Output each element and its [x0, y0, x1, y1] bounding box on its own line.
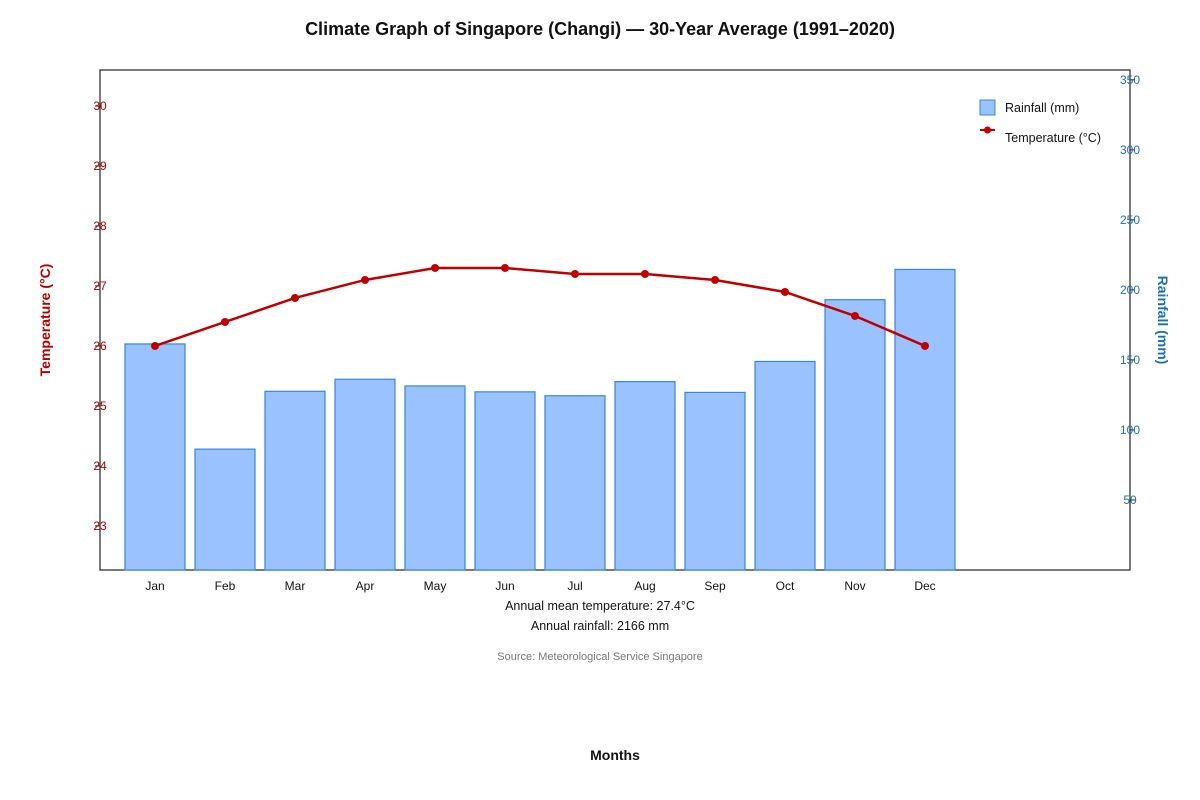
temperature-point-mar: [291, 293, 299, 302]
legend-temperature-label: Temperature (°C): [1005, 131, 1101, 145]
chart-title: Climate Graph of Singapore (Changi) — 30…: [305, 19, 895, 39]
rainfall-bar-nov: [824, 299, 886, 571]
rainfall-bar-apr: [334, 378, 396, 571]
right-tick-label: 250: [1120, 213, 1140, 227]
rainfall-bar-jul: [544, 395, 606, 571]
x-tick-label-feb: Feb: [215, 579, 236, 593]
rainfall-bars: [124, 268, 956, 571]
x-tick-label-aug: Aug: [634, 579, 655, 593]
temperature-point-apr: [361, 275, 369, 284]
left-axis-ticks: 23 24 25 26 27 28 29 30: [93, 99, 107, 533]
left-tick-label: 27: [93, 279, 107, 293]
rainfall-bar-jan: [124, 343, 186, 571]
x-tick-label-may: May: [424, 579, 447, 593]
x-tick-label-jun: Jun: [495, 579, 514, 593]
rainfall-bar-may: [404, 385, 466, 571]
x-tick-label-sep: Sep: [704, 579, 726, 593]
rainfall-bar-oct: [754, 360, 816, 571]
left-tick-label: 26: [93, 339, 107, 353]
x-tick-label-dec: Dec: [914, 579, 935, 593]
rainfall-bar-mar: [264, 390, 326, 571]
temperature-point-jan: [151, 341, 159, 350]
right-axis-ticks: 50 100 150 200 250 300 350: [1120, 73, 1140, 507]
right-axis-title: Rainfall (mm): [1155, 276, 1171, 365]
temperature-line-group: [151, 263, 929, 350]
right-tick-label: 200: [1120, 283, 1140, 297]
right-tick-label: 50: [1123, 493, 1137, 507]
annual-mean-temperature-note: Annual mean temperature: 27.4°C: [505, 599, 695, 613]
x-tick-label-apr: Apr: [356, 579, 375, 593]
rainfall-bar-jun: [474, 391, 536, 571]
left-axis-title: Temperature (°C): [37, 264, 53, 377]
annual-rainfall-note: Annual rainfall: 2166 mm: [531, 619, 669, 633]
x-axis-ticks: Jan Feb Mar Apr May Jun Jul Aug Sep Oct Nov Dec: [145, 579, 935, 593]
x-tick-label-mar: Mar: [285, 579, 306, 593]
right-tick-label: 350: [1120, 73, 1140, 87]
x-tick-label-nov: Nov: [844, 579, 865, 593]
left-tick-label: 28: [93, 219, 107, 233]
temperature-point-dec: [921, 341, 929, 350]
temperature-line: [154, 266, 926, 348]
legend-rainfall-swatch: [979, 99, 996, 116]
legend-rainfall-label: Rainfall (mm): [1005, 101, 1079, 115]
rainfall-bar-sep: [684, 391, 746, 571]
source-note: Source: Meteorological Service Singapore: [497, 651, 702, 663]
right-tick-label: 300: [1120, 143, 1140, 157]
temperature-point-jul: [571, 269, 579, 278]
left-tick-label: 25: [93, 399, 107, 413]
left-tick-label: 23: [93, 519, 107, 533]
x-tick-label-jan: Jan: [145, 579, 164, 593]
x-tick-label-oct: Oct: [776, 579, 795, 593]
rainfall-bar-dec: [894, 268, 956, 571]
left-tick-label: 24: [93, 459, 107, 473]
rainfall-bar-aug: [614, 381, 676, 571]
temperature-point-sep: [711, 275, 719, 284]
rainfall-bar-feb: [194, 448, 256, 571]
right-tick-label: 100: [1120, 423, 1140, 437]
left-tick-label: 29: [93, 159, 107, 173]
temperature-point-may: [431, 263, 439, 272]
temperature-point-aug: [641, 269, 649, 278]
temperature-point-feb: [221, 317, 229, 326]
legend: Rainfall (mm) Temperature (°C): [979, 99, 1101, 145]
x-axis-title: Months: [590, 747, 640, 763]
temperature-point-oct: [781, 287, 789, 296]
temperature-point-jun: [501, 263, 509, 272]
x-tick-label-jul: Jul: [567, 579, 582, 593]
left-tick-label: 30: [93, 99, 107, 113]
legend-temperature-marker: [984, 126, 991, 134]
right-tick-label: 150: [1120, 353, 1140, 367]
temperature-point-nov: [851, 311, 859, 320]
